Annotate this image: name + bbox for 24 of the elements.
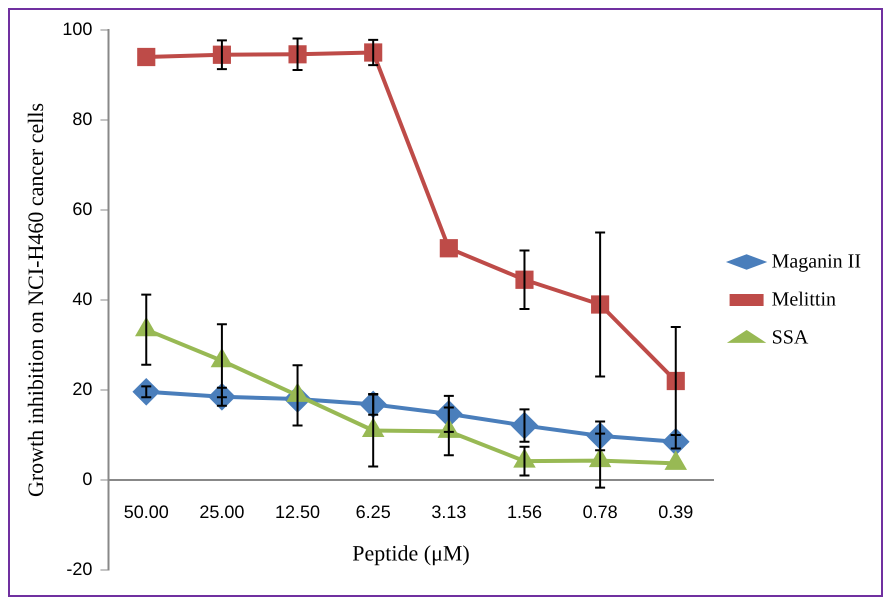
legend-label: Maganin II <box>772 250 862 272</box>
y-tick-label: 40 <box>72 288 92 309</box>
x-tick-label: 6.25 <box>356 502 391 522</box>
legend-label: SSA <box>772 326 809 348</box>
y-tick-label: 0 <box>82 468 92 489</box>
legend-label: Melittin <box>772 288 836 310</box>
x-tick-label: 0.78 <box>582 502 618 522</box>
point <box>662 428 689 455</box>
y-axis-title: Growth inhibition on NCI-H460 cancer cells <box>22 102 48 498</box>
x-tick-label: 50.00 <box>124 502 169 522</box>
y-tick-label: 20 <box>72 378 92 399</box>
x-tick-label: 1.56 <box>506 502 542 522</box>
x-axis-title: Peptide (μM) <box>352 540 470 566</box>
y-tick-label: 60 <box>72 198 92 219</box>
point <box>440 239 458 258</box>
x-tick-label: 12.50 <box>275 502 320 522</box>
y-tick-label: 80 <box>72 108 92 129</box>
x-tick-label: 0.39 <box>658 502 694 522</box>
y-tick-label: -20 <box>66 558 92 579</box>
x-tick-label: 3.13 <box>431 502 466 522</box>
point <box>133 378 160 405</box>
x-tick-label: 25.00 <box>199 502 244 522</box>
y-tick-label: 100 <box>62 18 92 39</box>
point <box>137 48 156 66</box>
